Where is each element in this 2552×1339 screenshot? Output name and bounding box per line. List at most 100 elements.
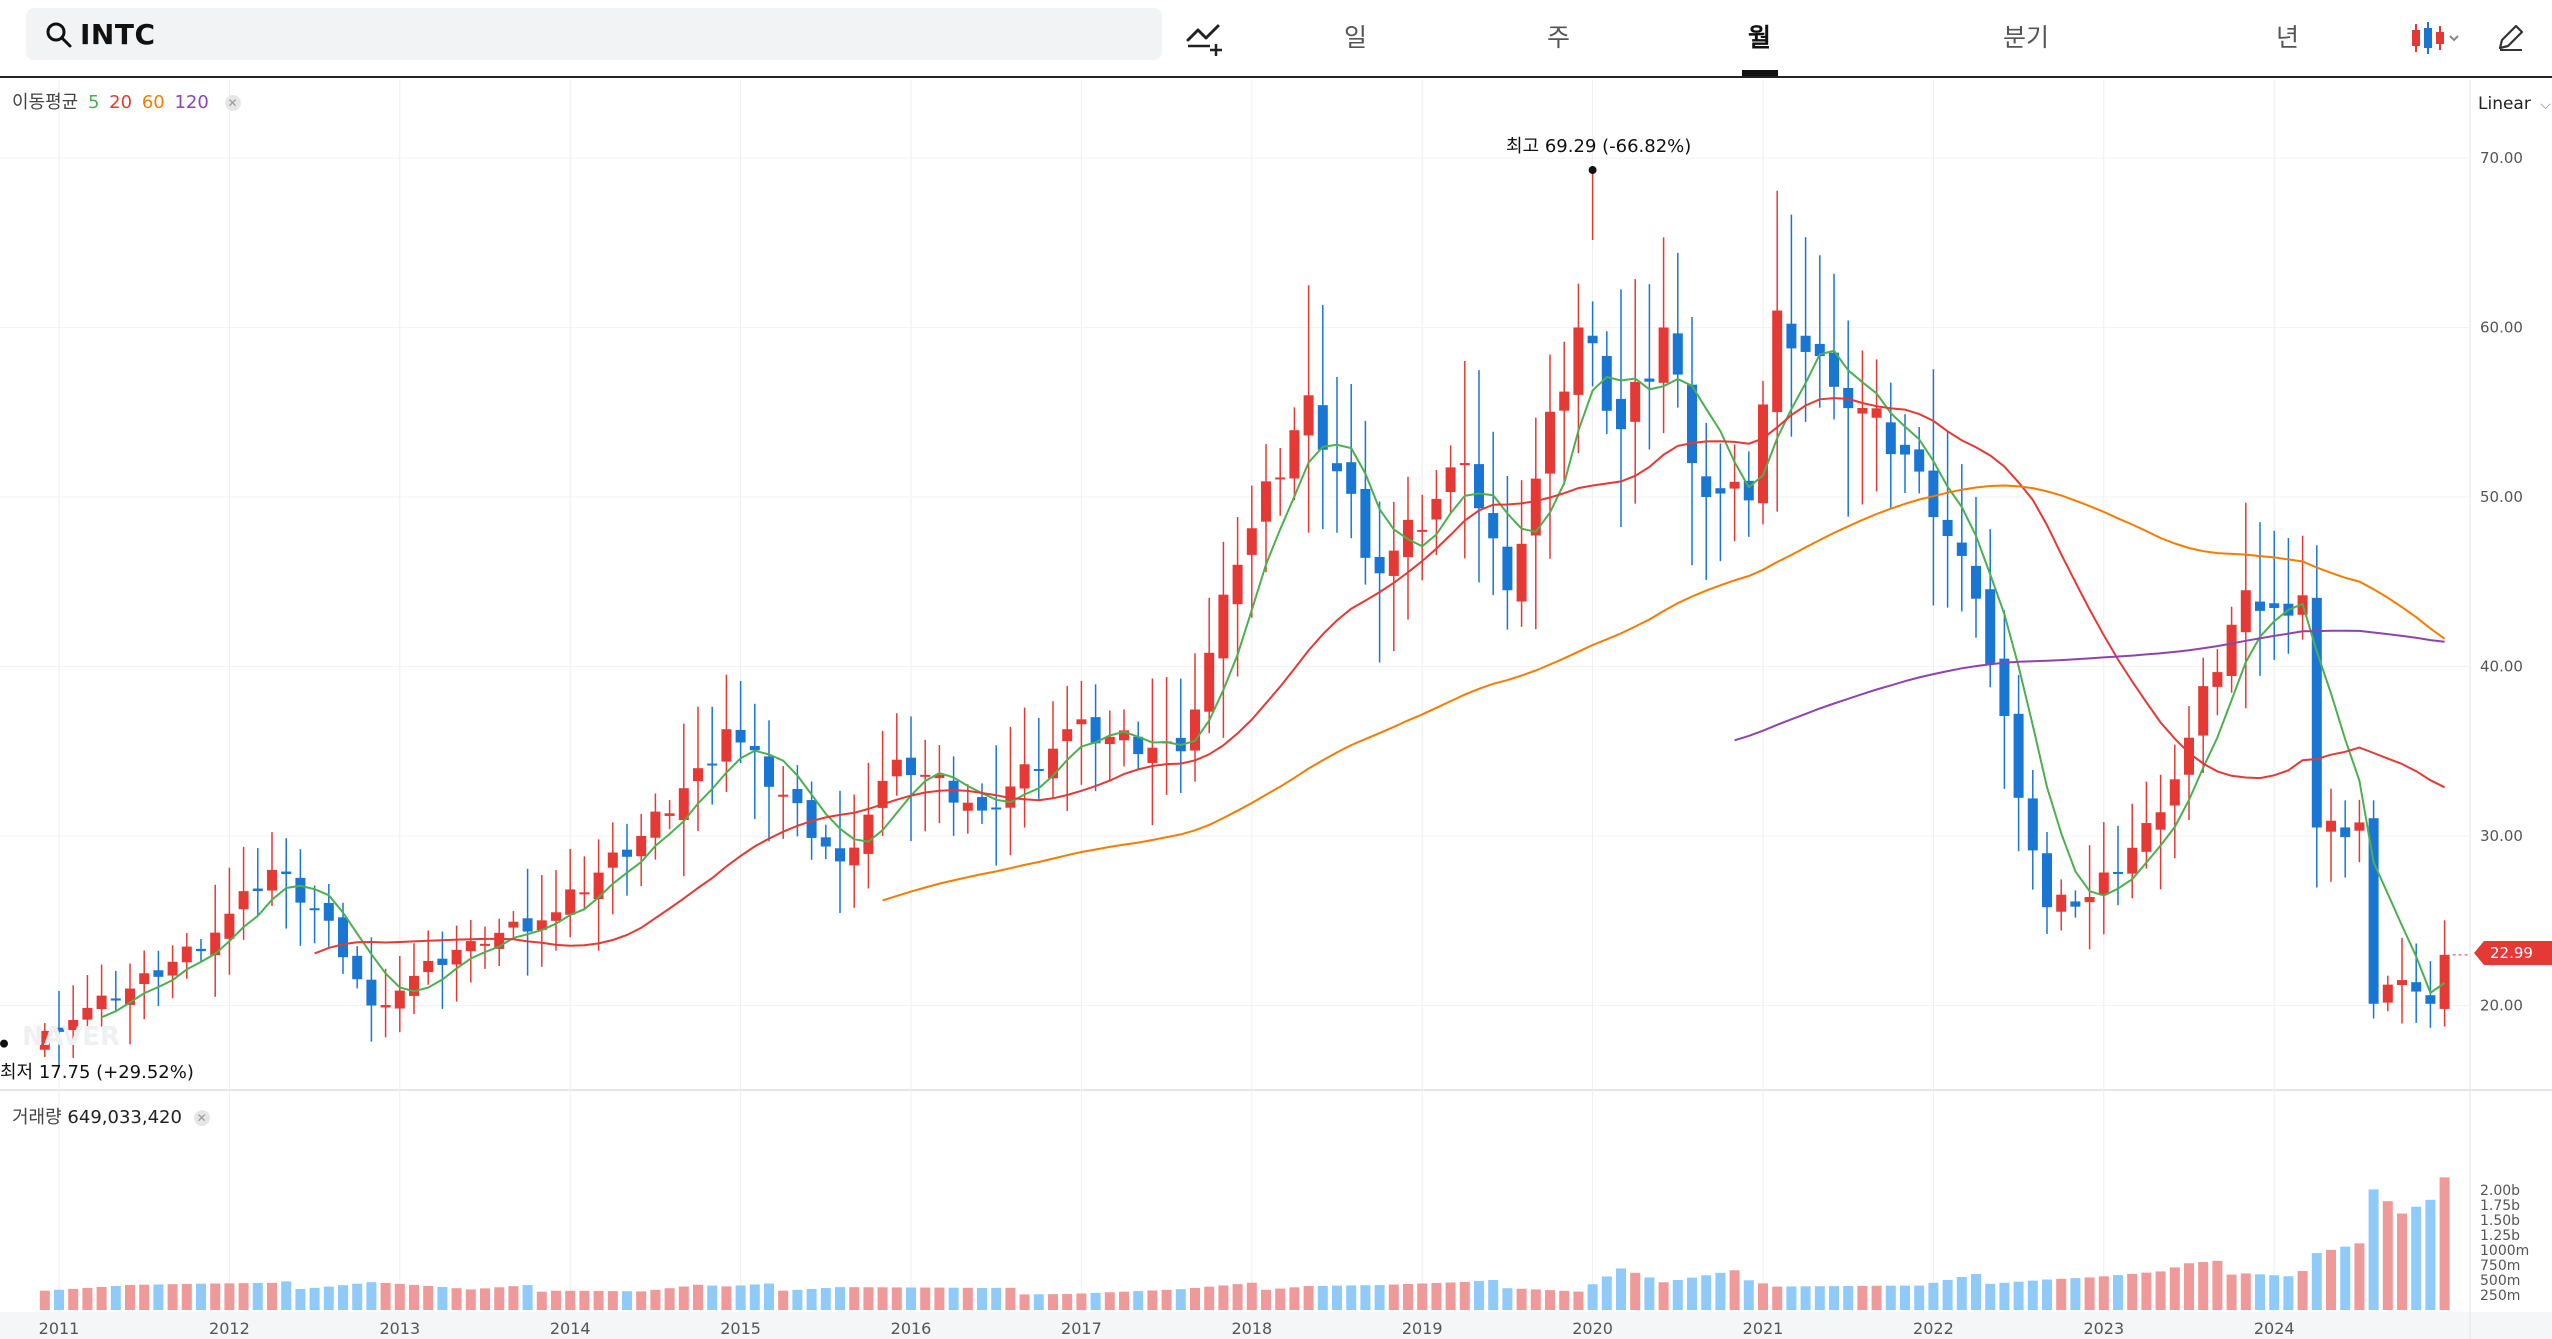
tab-month[interactable]: 월 bbox=[1748, 23, 1772, 52]
tab-week[interactable]: 주 bbox=[1547, 23, 1571, 52]
candle-body bbox=[1190, 709, 1200, 751]
candle-body bbox=[1644, 378, 1655, 382]
y-tick-label: 60.00 bbox=[2480, 319, 2523, 337]
y-tick-label: 70.00 bbox=[2480, 149, 2523, 167]
volume-bar bbox=[1417, 1283, 1428, 1310]
candlestick-icon[interactable] bbox=[2408, 18, 2464, 58]
y-tick-label: 40.00 bbox=[2480, 658, 2523, 676]
volume-close-icon[interactable]: ✕ bbox=[193, 1110, 210, 1126]
volume-bar bbox=[2439, 1177, 2450, 1310]
volume-bar bbox=[1672, 1279, 1683, 1310]
volume-bar bbox=[465, 1289, 476, 1310]
search-box[interactable]: INTC bbox=[26, 8, 1162, 60]
candle-body bbox=[1857, 408, 1868, 414]
volume-bar bbox=[2240, 1273, 2251, 1310]
volume-bar bbox=[1843, 1285, 1854, 1310]
candle-body bbox=[1956, 542, 1967, 556]
volume-bar bbox=[2425, 1199, 2436, 1310]
volume-bar bbox=[2340, 1246, 2351, 1310]
candle-body bbox=[991, 807, 1002, 810]
volume-bar bbox=[1971, 1273, 1981, 1310]
watermark-logo: NAVER bbox=[22, 1022, 121, 1052]
candle-body bbox=[82, 1007, 93, 1020]
candle-body bbox=[394, 990, 405, 1009]
volume-bar bbox=[579, 1290, 590, 1310]
tab-year[interactable]: 년 bbox=[2276, 23, 2300, 52]
volume-bar bbox=[962, 1287, 973, 1310]
candle-body bbox=[2255, 601, 2265, 611]
chart-area[interactable]: 2011 2012 2013 2014 2015 2016 2017 2018 2019 2020… bbox=[0, 80, 2552, 1339]
high-value: 69.29 (-66.82%) bbox=[1544, 136, 1692, 157]
candle-body bbox=[1275, 477, 1286, 480]
x-tick-label: 2019 bbox=[1402, 1319, 1443, 1338]
ma-20-line bbox=[314, 397, 2446, 955]
stock-chart[interactable]: 2011 2012 2013 2014 2015 2016 2017 2018 2019 2020… bbox=[0, 80, 2552, 1339]
candle-body bbox=[1459, 463, 1470, 466]
scale-select[interactable]: Linear ⌵ bbox=[2478, 94, 2551, 114]
candle-body bbox=[1928, 470, 1939, 518]
volume-bar bbox=[1687, 1277, 1697, 1310]
volume-bar bbox=[2269, 1275, 2280, 1310]
candle-body bbox=[764, 756, 774, 787]
volume-bar bbox=[2184, 1263, 2194, 1310]
candle-body bbox=[2311, 597, 2322, 828]
candle-body bbox=[252, 888, 263, 892]
volume-bar bbox=[920, 1287, 931, 1310]
volume-bar bbox=[238, 1283, 249, 1310]
candle-body bbox=[1743, 480, 1754, 501]
x-tick-label: 2016 bbox=[891, 1319, 932, 1338]
candle-body bbox=[1900, 444, 1910, 455]
volume-bar bbox=[1474, 1280, 1484, 1310]
candle-body bbox=[622, 849, 632, 857]
candle-body bbox=[1885, 422, 1896, 455]
volume-bar bbox=[1729, 1270, 1740, 1310]
volume-bar bbox=[281, 1281, 292, 1310]
ma-5-line bbox=[101, 349, 2446, 1019]
volume-tick-label: 1.50b bbox=[2480, 1213, 2520, 1229]
volume-bar bbox=[252, 1282, 263, 1310]
candle-body bbox=[2212, 672, 2223, 687]
volume-bar bbox=[707, 1285, 718, 1310]
volume-bar bbox=[96, 1286, 107, 1310]
candle-body bbox=[1772, 310, 1783, 413]
volume-bar bbox=[1374, 1285, 1385, 1310]
volume-bar bbox=[1616, 1268, 1626, 1310]
low-marker bbox=[0, 1039, 8, 1048]
volume-bar bbox=[2056, 1278, 2067, 1310]
volume-bar bbox=[366, 1282, 377, 1310]
tab-day[interactable]: 일 bbox=[1344, 23, 1368, 52]
volume-bar bbox=[948, 1287, 959, 1310]
volume-bar bbox=[2098, 1276, 2109, 1310]
candle-body bbox=[68, 1020, 79, 1031]
candle-body bbox=[636, 836, 647, 857]
candle-body bbox=[820, 837, 831, 847]
volume-bar bbox=[1758, 1283, 1768, 1310]
candle-body bbox=[465, 941, 476, 952]
candle-body bbox=[1374, 556, 1385, 574]
candle-body bbox=[380, 1005, 391, 1008]
candle-body bbox=[1573, 327, 1584, 395]
candle-body bbox=[238, 891, 249, 910]
tab-quarter[interactable]: 분기 bbox=[2003, 23, 2050, 52]
pencil-icon[interactable] bbox=[2494, 20, 2528, 54]
volume-bar bbox=[1630, 1272, 1641, 1310]
volume-bar bbox=[1857, 1285, 1868, 1310]
candle-body bbox=[1942, 519, 1953, 537]
candle-body bbox=[962, 802, 973, 811]
candle-body bbox=[1559, 391, 1570, 411]
volume-bar bbox=[1701, 1275, 1712, 1310]
volume-bar bbox=[2042, 1279, 2052, 1310]
volume-bar bbox=[295, 1288, 306, 1310]
candle-body bbox=[2084, 897, 2095, 903]
x-tick-label: 2020 bbox=[1572, 1319, 1613, 1338]
candle-body bbox=[1630, 381, 1641, 422]
volume-bar bbox=[650, 1289, 661, 1310]
candle-body bbox=[352, 955, 363, 980]
candle-body bbox=[551, 912, 561, 921]
candle-body bbox=[96, 995, 107, 1010]
candle-body bbox=[920, 774, 931, 777]
indicator-add-icon[interactable] bbox=[1184, 16, 1228, 60]
x-tick-label: 2022 bbox=[1913, 1319, 1954, 1338]
search-query[interactable]: INTC bbox=[80, 18, 156, 51]
ma-close-icon[interactable]: ✕ bbox=[224, 95, 241, 111]
